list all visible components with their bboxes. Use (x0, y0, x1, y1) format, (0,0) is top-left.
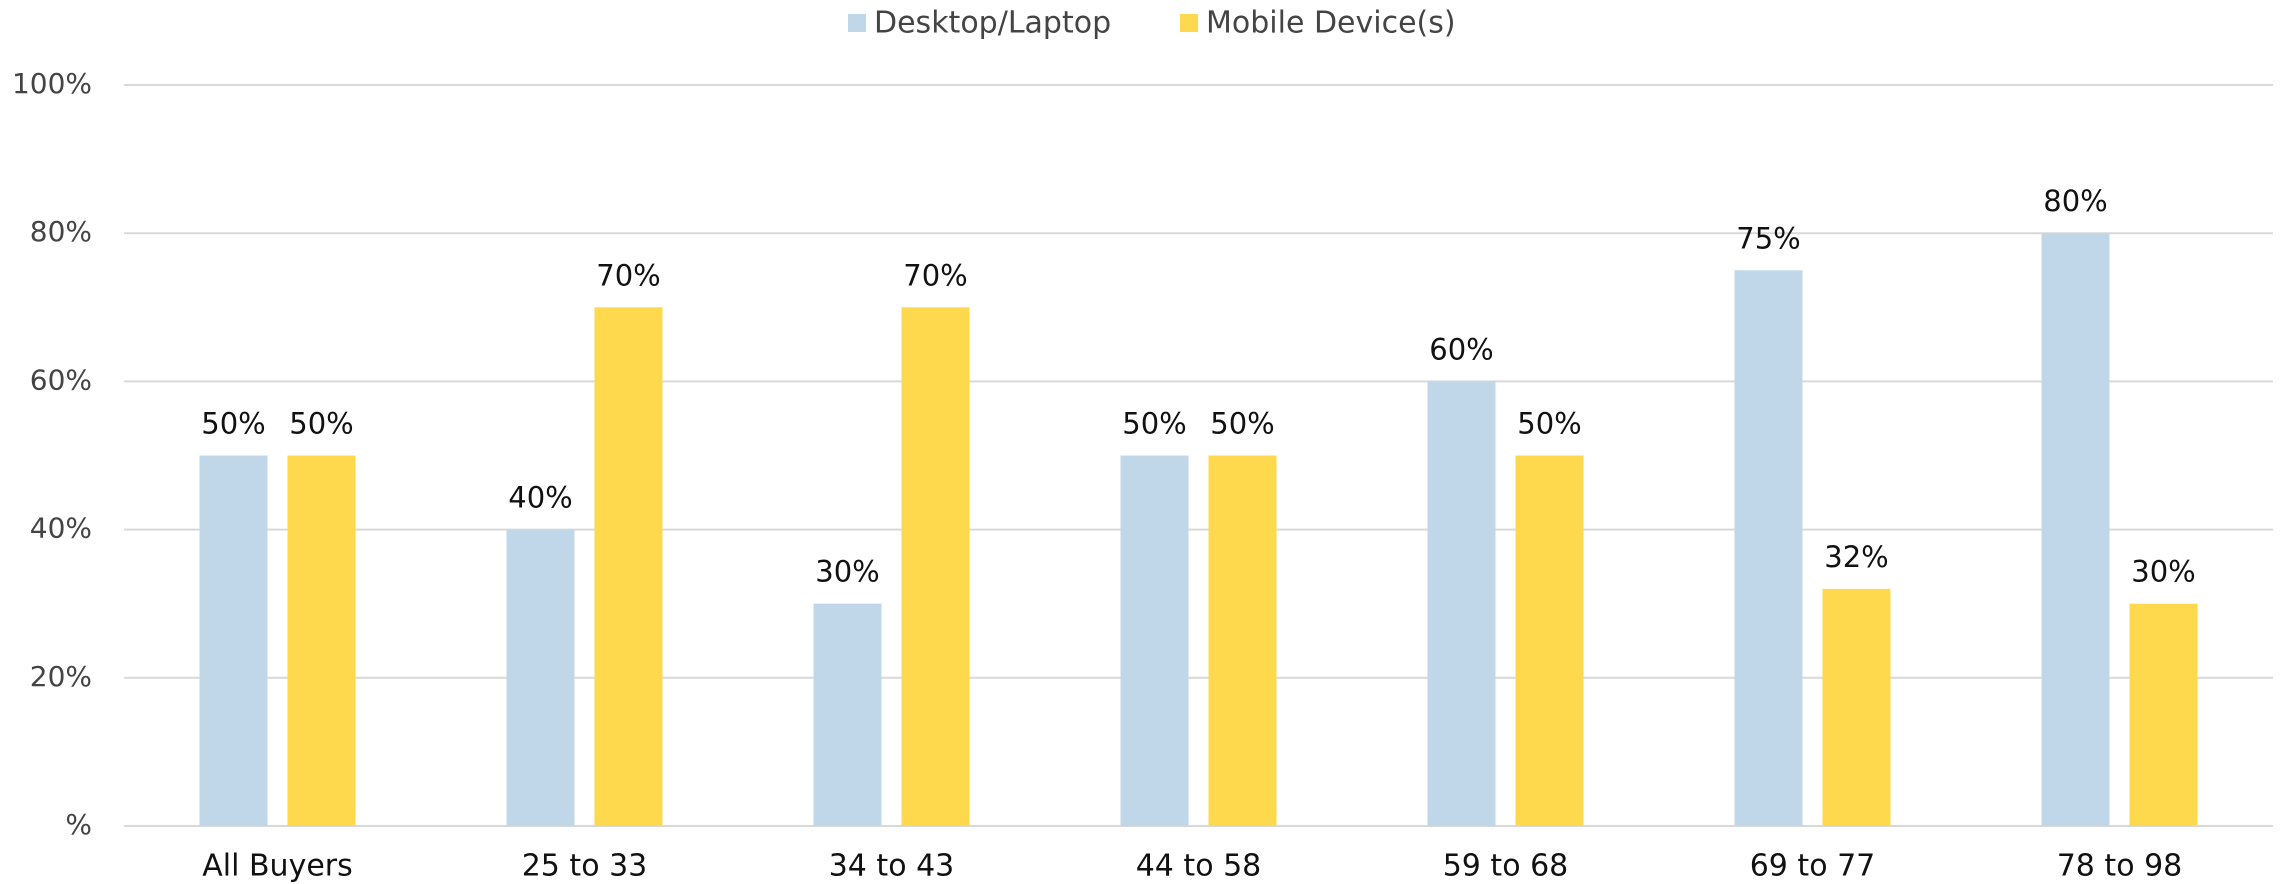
x-tick-label: 34 to 43 (829, 849, 955, 884)
data-label: 50% (201, 407, 265, 441)
data-label: 70% (596, 258, 660, 292)
bar (506, 529, 575, 826)
data-label: 50% (1122, 407, 1186, 441)
y-tick-label: 100% (12, 67, 92, 100)
bar (1515, 455, 1584, 826)
data-label: 32% (1824, 540, 1888, 574)
bar (2129, 603, 2198, 826)
y-tick-label: 40% (30, 512, 92, 545)
data-label: 50% (1517, 407, 1581, 441)
bar (1822, 588, 1891, 826)
data-label: 40% (508, 481, 572, 515)
x-tick-label: All Buyers (202, 849, 353, 884)
data-label: 50% (1210, 407, 1274, 441)
legend-swatch (848, 14, 866, 32)
x-tick-label: 78 to 98 (2057, 849, 2183, 884)
data-label: 70% (903, 258, 967, 292)
data-label: 60% (1429, 332, 1493, 366)
data-label: 75% (1736, 221, 1800, 255)
bar (199, 455, 268, 826)
x-tick-label: 59 to 68 (1443, 849, 1569, 884)
y-tick-label: 80% (30, 215, 92, 248)
legend-label: Desktop/Laptop (874, 6, 1111, 41)
data-label: 30% (815, 555, 879, 589)
bar (1427, 381, 1496, 826)
y-tick-label: 60% (30, 363, 92, 396)
data-label: 80% (2043, 184, 2107, 218)
x-tick-label: 25 to 33 (522, 849, 648, 884)
legend-swatch (1180, 14, 1198, 32)
y-tick-label: 20% (30, 660, 92, 693)
bar (1120, 455, 1189, 826)
bar (287, 455, 356, 826)
data-label: 50% (289, 407, 353, 441)
bar (2041, 233, 2110, 826)
bar (901, 307, 970, 826)
x-tick-label: 69 to 77 (1750, 849, 1876, 884)
bar (1734, 270, 1803, 826)
data-label: 30% (2131, 555, 2195, 589)
y-tick-label: % (65, 808, 92, 841)
bar (1208, 455, 1277, 826)
bar (813, 603, 882, 826)
legend-label: Mobile Device(s) (1206, 6, 1456, 41)
x-tick-label: 44 to 58 (1136, 849, 1262, 884)
bar (594, 307, 663, 826)
